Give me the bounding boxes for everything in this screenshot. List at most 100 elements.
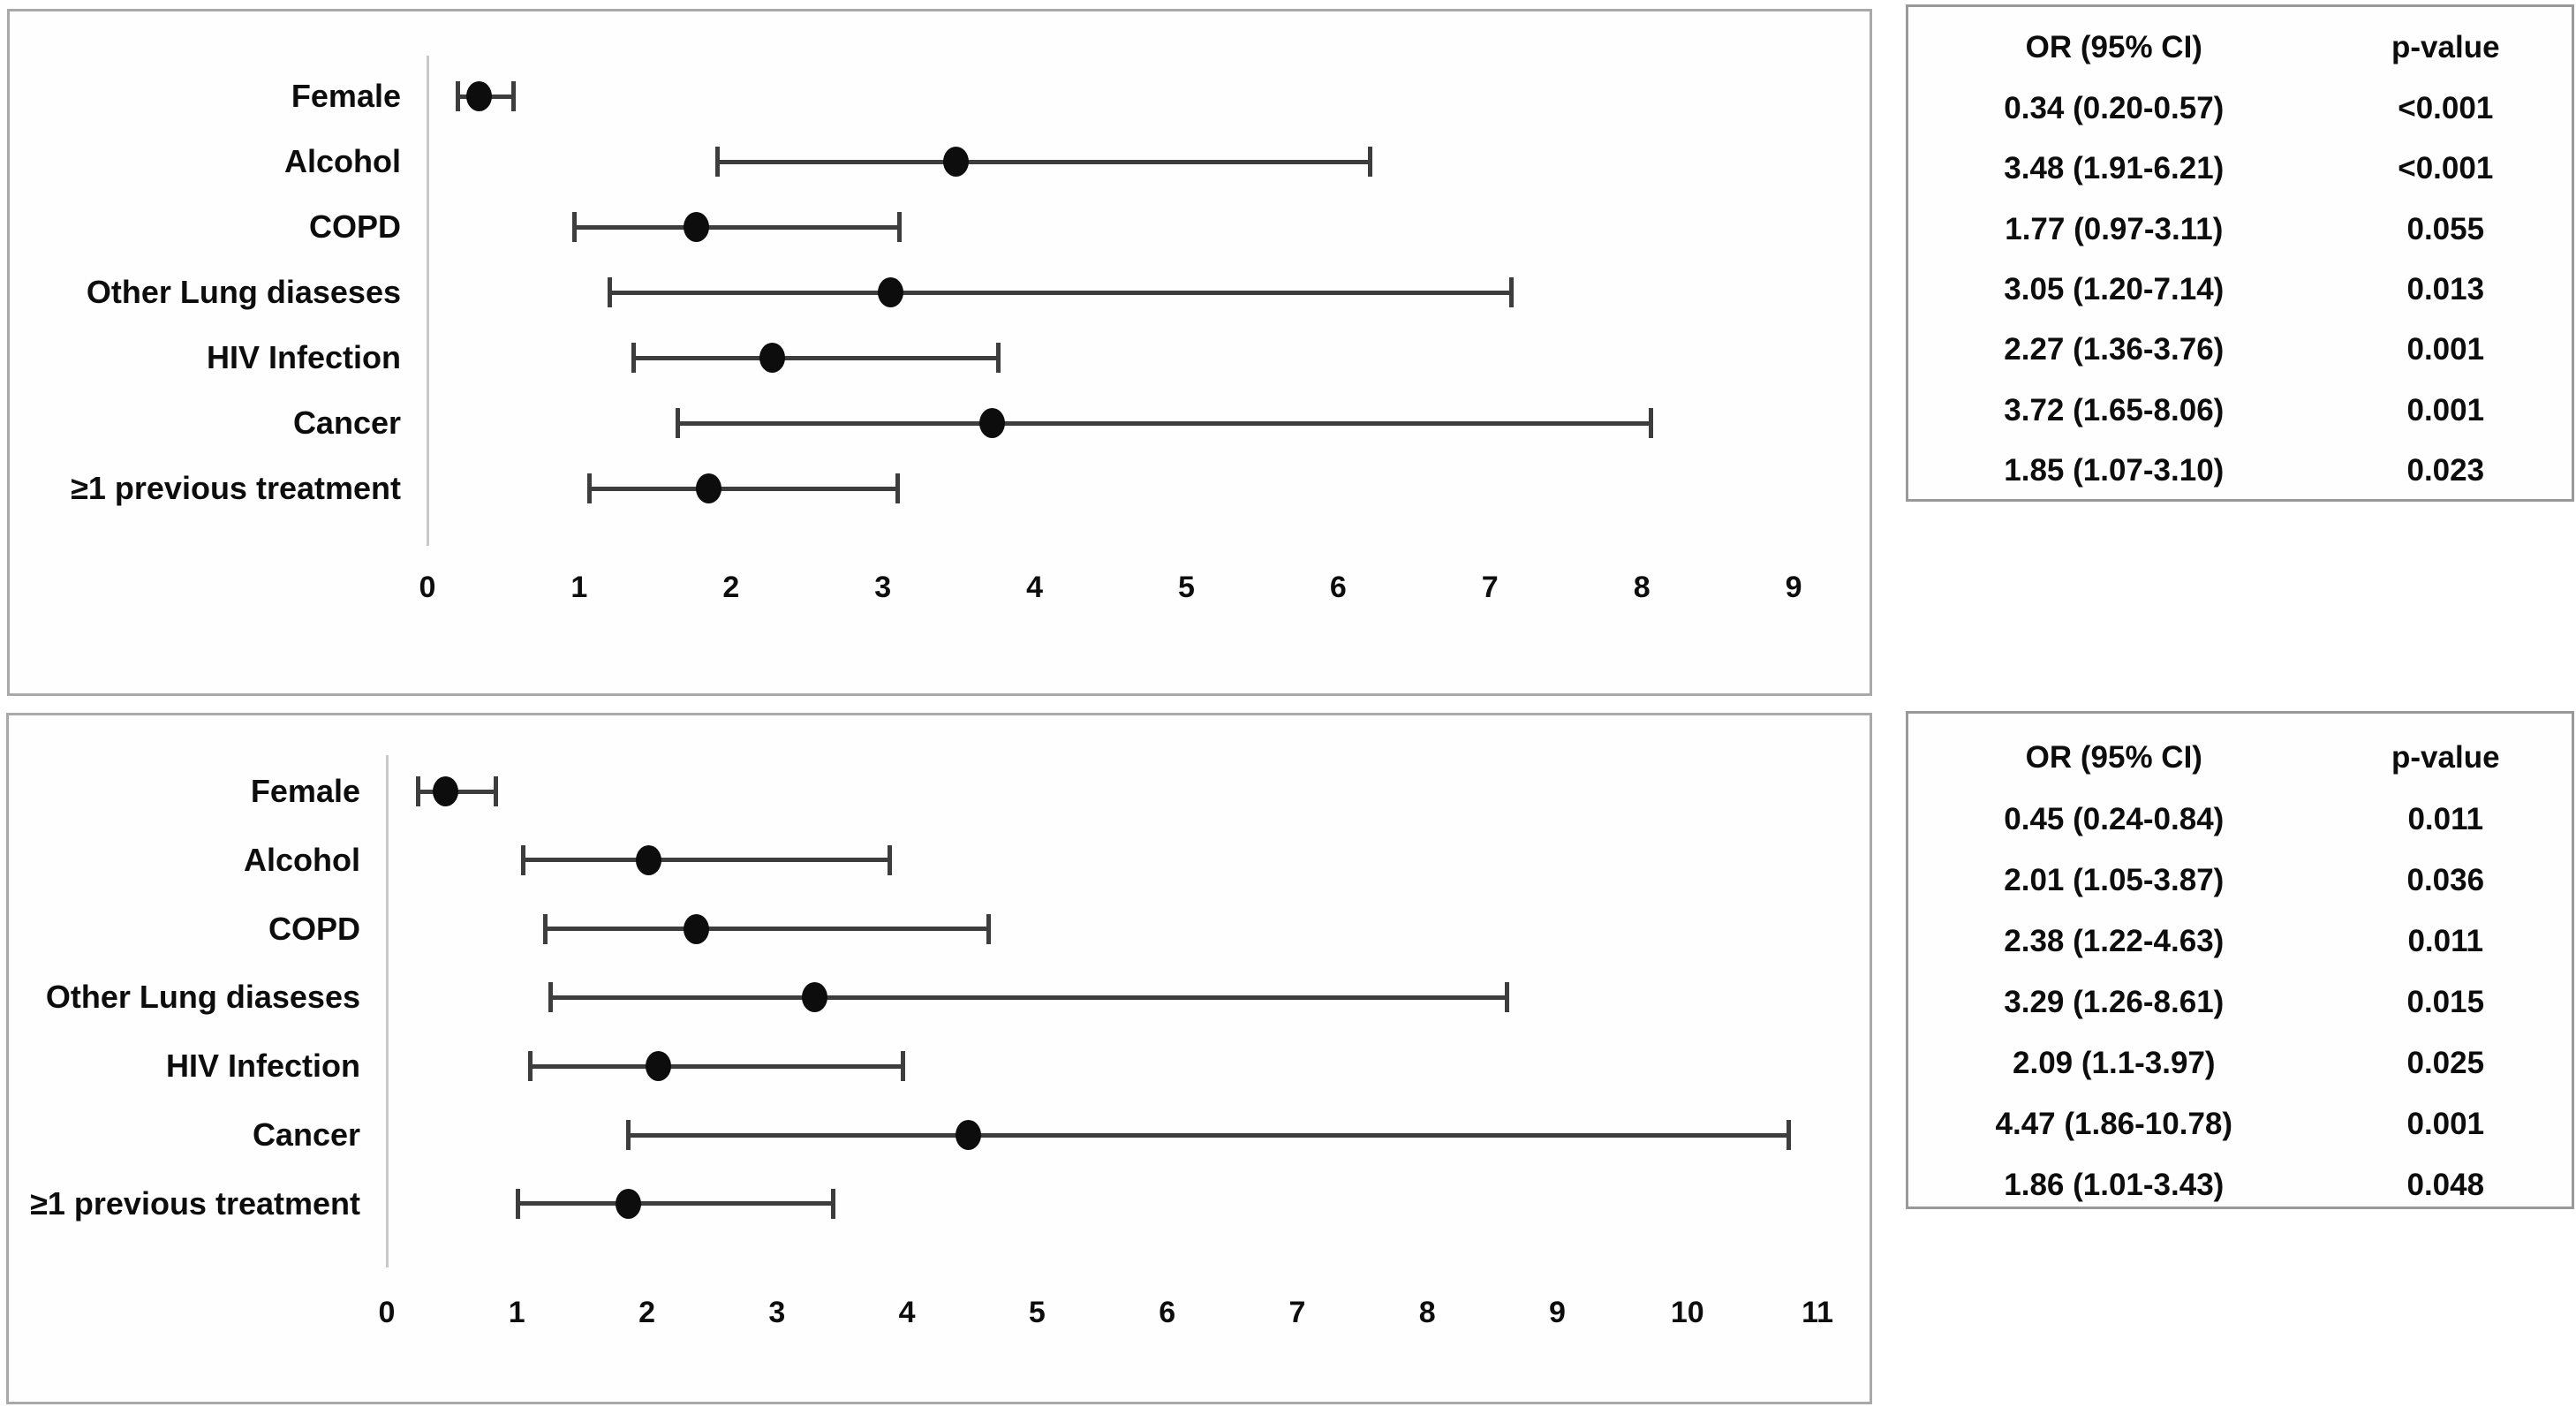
ci-cap-left (548, 982, 554, 1013)
p-value-cell: 0.015 (2406, 985, 2485, 1019)
category-label: Alcohol (284, 143, 401, 179)
x-axis-tick-label: 6 (1329, 571, 1347, 604)
stats-table-bottom: OR (95% CI) p-value 0.45 (0.24-0.84) 0.01… (1906, 711, 2574, 1209)
or-ci-column-header: OR (95% CI) (2025, 740, 2202, 775)
ci-cap-right (897, 212, 903, 242)
confidence-interval-bar (530, 1063, 903, 1069)
x-axis-tick-label: 9 (1549, 1296, 1566, 1329)
confidence-interval-bar (609, 290, 1512, 295)
zero-reference-line (426, 56, 429, 546)
or-ci-cell: 2.09 (1.1-3.97) (2013, 1046, 2216, 1080)
x-axis-tick-label: 4 (898, 1296, 916, 1329)
category-label: ≥1 previous treatment (30, 1184, 360, 1222)
ci-cap-right (895, 473, 901, 503)
category-label: HIV Infection (206, 339, 401, 375)
or-ci-cell: 1.86 (1.01-3.43) (2004, 1168, 2225, 1202)
or-ci-cell: 3.72 (1.65-8.06) (2004, 392, 2225, 427)
p-value-column-header: p-value (2391, 740, 2500, 775)
odds-ratio-dot (646, 1051, 672, 1082)
or-ci-cell: 2.27 (1.36-3.76) (2004, 332, 2225, 367)
x-axis-tick-label: 9 (1785, 571, 1802, 604)
category-label: Cancer (252, 1116, 360, 1153)
ci-cap-right (1787, 1120, 1792, 1150)
or-ci-cell: 3.48 (1.91-6.21) (2004, 151, 2225, 186)
p-value-cell: 0.048 (2406, 1168, 2485, 1202)
or-ci-cell: 0.45 (0.24-0.84) (2004, 802, 2225, 836)
ci-cap-right (830, 1188, 835, 1219)
ci-cap-left (521, 844, 526, 875)
x-axis-tick-label: 8 (1633, 571, 1651, 604)
p-value-column-header: p-value (2391, 30, 2500, 64)
ci-cap-right (986, 913, 992, 944)
or-ci-cell: 4.47 (1.86-10.78) (1995, 1107, 2233, 1141)
ci-cap-left (516, 1188, 521, 1219)
p-value-cell: 0.055 (2406, 211, 2485, 246)
x-axis-tick-label: 1 (570, 571, 588, 604)
x-axis-tick-label: 4 (1026, 571, 1044, 604)
odds-ratio-dot (978, 408, 1005, 438)
x-axis-tick-label: 7 (1481, 571, 1499, 604)
confidence-interval-bar (633, 355, 999, 360)
odds-ratio-dot (432, 776, 458, 806)
or-ci-cell: 1.77 (0.97-3.11) (2005, 211, 2224, 246)
x-axis-tick-label: 2 (722, 571, 740, 604)
confidence-interval-bar (589, 486, 898, 491)
forest-panel-bottom: Female Alcohol COPD Other Lung diaseses HIV … (6, 713, 1872, 1404)
stats-table-top: OR (95% CI) p-value 0.34 (0.20-0.57) <0.0… (1906, 4, 2574, 502)
category-label: COPD (308, 208, 401, 245)
confidence-interval-bar (545, 927, 989, 932)
p-value-cell: 0.013 (2406, 271, 2485, 306)
ci-cap-right (511, 81, 517, 111)
or-ci-cell: 1.85 (1.07-3.10) (2004, 452, 2225, 488)
category-label: Other Lung diaseses (86, 274, 401, 310)
p-value-cell: 0.023 (2406, 452, 2485, 488)
odds-ratio-dot (759, 343, 785, 373)
x-axis-tick-label: 2 (638, 1296, 655, 1329)
p-value-cell: <0.001 (2398, 91, 2494, 125)
ci-cap-left (527, 1051, 533, 1082)
x-axis-tick-label: 0 (378, 1296, 396, 1329)
or-ci-cell: 0.34 (0.20-0.57) (2004, 91, 2225, 125)
confidence-interval-bar (523, 858, 890, 863)
p-value-cell: 0.036 (2406, 863, 2485, 897)
category-label: Female (250, 773, 360, 809)
confidence-interval-bar (677, 420, 1651, 426)
or-ci-column-header: OR (95% CI) (2025, 30, 2202, 64)
category-label: Other Lung diaseses (45, 979, 360, 1016)
odds-ratio-dot (877, 277, 903, 307)
zero-reference-line (385, 755, 389, 1267)
or-ci-cell: 3.29 (1.26-8.61) (2004, 985, 2225, 1019)
confidence-interval-bar (517, 1201, 834, 1207)
odds-ratio-dot (802, 982, 828, 1013)
forest-panel-top: Female Alcohol COPD Other Lung diaseses HIV … (7, 9, 1872, 696)
p-value-cell: 0.025 (2406, 1046, 2485, 1080)
confidence-interval-bar (574, 224, 900, 230)
odds-ratio-dot (955, 1120, 981, 1150)
ci-cap-left (676, 408, 681, 438)
p-value-cell: <0.001 (2398, 151, 2494, 186)
x-axis-tick-label: 11 (1802, 1296, 1834, 1329)
x-axis-tick-label: 0 (419, 571, 436, 604)
ci-cap-left (455, 81, 460, 111)
p-value-cell: 0.001 (2406, 1107, 2485, 1141)
x-axis-tick-label: 6 (1159, 1296, 1176, 1329)
ci-cap-right (494, 776, 499, 806)
x-axis-tick-label: 8 (1418, 1296, 1436, 1329)
or-ci-cell: 2.01 (1.05-3.87) (2004, 863, 2225, 897)
category-label: Female (291, 78, 401, 114)
ci-cap-left (626, 1120, 631, 1150)
odds-ratio-dot (635, 844, 661, 875)
ci-cap-right (1508, 277, 1514, 307)
p-value-cell: 0.011 (2407, 924, 2484, 958)
odds-ratio-dot (684, 913, 710, 944)
ci-cap-left (415, 776, 420, 806)
confidence-interval-bar (717, 159, 1371, 164)
category-label: ≥1 previous treatment (71, 470, 401, 506)
x-axis-tick-label: 5 (1178, 571, 1195, 604)
or-ci-cell: 3.05 (1.20-7.14) (2004, 271, 2225, 306)
ci-cap-right (901, 1051, 906, 1082)
ci-cap-right (888, 844, 893, 875)
or-ci-cell: 2.38 (1.22-4.63) (2004, 924, 2225, 958)
odds-ratio-dot (695, 473, 721, 503)
